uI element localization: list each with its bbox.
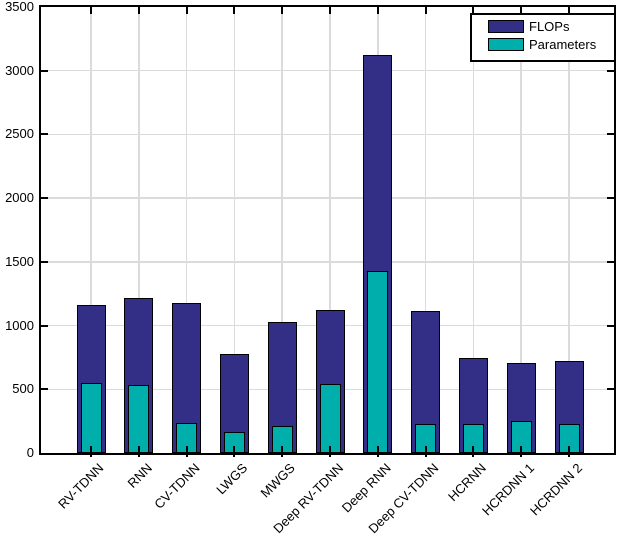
legend-item-flops: FLOPs <box>488 20 614 33</box>
x-tick-top <box>233 7 236 14</box>
gridline-vertical <box>138 7 140 453</box>
bar-parameters <box>128 385 150 453</box>
gridline-vertical <box>329 7 331 453</box>
x-tick-top <box>376 7 379 14</box>
legend-item-parameters: Parameters <box>488 38 614 51</box>
y-tick-label: 1000 <box>5 317 34 333</box>
y-tick-label: 500 <box>12 381 34 397</box>
parameters-swatch <box>488 38 524 51</box>
x-tick-bottom <box>185 446 188 457</box>
x-tick-label-text: MWGS <box>257 460 299 501</box>
x-tick-top <box>568 7 570 14</box>
gridline-vertical <box>281 7 283 453</box>
x-tick-top <box>329 7 331 14</box>
y-tick-right <box>607 197 614 200</box>
gridline-vertical <box>90 7 92 453</box>
gridline-vertical <box>233 7 236 453</box>
x-tick-label-text: CV-TDNN <box>151 460 203 512</box>
flops-legend-label: FLOPs <box>529 19 570 34</box>
gridline-vertical <box>185 7 188 453</box>
x-tick-bottom <box>424 446 427 457</box>
x-tick-bottom <box>568 446 570 457</box>
x-tick-bottom <box>90 446 92 457</box>
x-tick-bottom <box>520 446 523 457</box>
x-tick-bottom <box>233 446 236 457</box>
y-tick-label: 1500 <box>5 253 34 269</box>
x-tick-bottom <box>472 446 475 457</box>
gridline-vertical <box>520 7 522 453</box>
bar-parameters <box>319 384 341 453</box>
x-tick-top <box>90 7 92 14</box>
y-tick-right <box>607 133 614 136</box>
x-tick-bottom <box>376 446 379 457</box>
y-tick-label: 3000 <box>5 62 34 78</box>
gridline-vertical <box>424 7 427 453</box>
x-tick-top <box>281 7 284 14</box>
y-tick-left <box>41 133 48 136</box>
x-tick-bottom <box>137 446 140 457</box>
gridline-vertical <box>568 7 570 453</box>
y-tick-right <box>607 388 614 391</box>
x-tick-top <box>424 7 427 14</box>
y-tick-left <box>41 260 48 263</box>
x-tick-top <box>137 7 140 14</box>
gridline-horizontal <box>41 69 614 72</box>
gridline-horizontal <box>41 261 614 263</box>
y-tick-label: 0 <box>26 445 34 460</box>
legend: FLOPs Parameters <box>470 13 616 62</box>
bar-parameters <box>80 382 102 453</box>
x-tick-label-text: LWGS <box>213 460 251 498</box>
gridline-horizontal <box>41 197 614 199</box>
x-tick-top <box>472 7 475 14</box>
y-tick-right <box>607 324 614 327</box>
flops-swatch <box>488 20 524 33</box>
y-tick-right <box>607 69 614 72</box>
y-tick-label: 2500 <box>5 126 34 142</box>
x-tick-label-text: RNN <box>124 460 155 491</box>
x-tick-label-text: HCRNN <box>445 460 490 505</box>
x-tick-bottom <box>281 446 284 457</box>
y-tick-right <box>607 260 614 263</box>
y-tick-left <box>41 69 48 72</box>
y-tick-left <box>41 197 48 200</box>
y-tick-left <box>41 388 48 391</box>
x-tick-bottom <box>329 446 331 457</box>
bar-parameters <box>367 271 389 453</box>
x-tick-label-text: RV-TDNN <box>55 460 107 512</box>
x-tick-top <box>185 7 188 14</box>
y-tick-label: 2000 <box>5 190 34 206</box>
gridline-horizontal <box>41 133 614 136</box>
y-tick-label: 3500 <box>5 0 34 15</box>
gridline-vertical <box>472 7 475 453</box>
x-tick-top <box>520 7 523 14</box>
y-tick-left <box>41 324 48 327</box>
parameters-legend-label: Parameters <box>529 37 597 52</box>
